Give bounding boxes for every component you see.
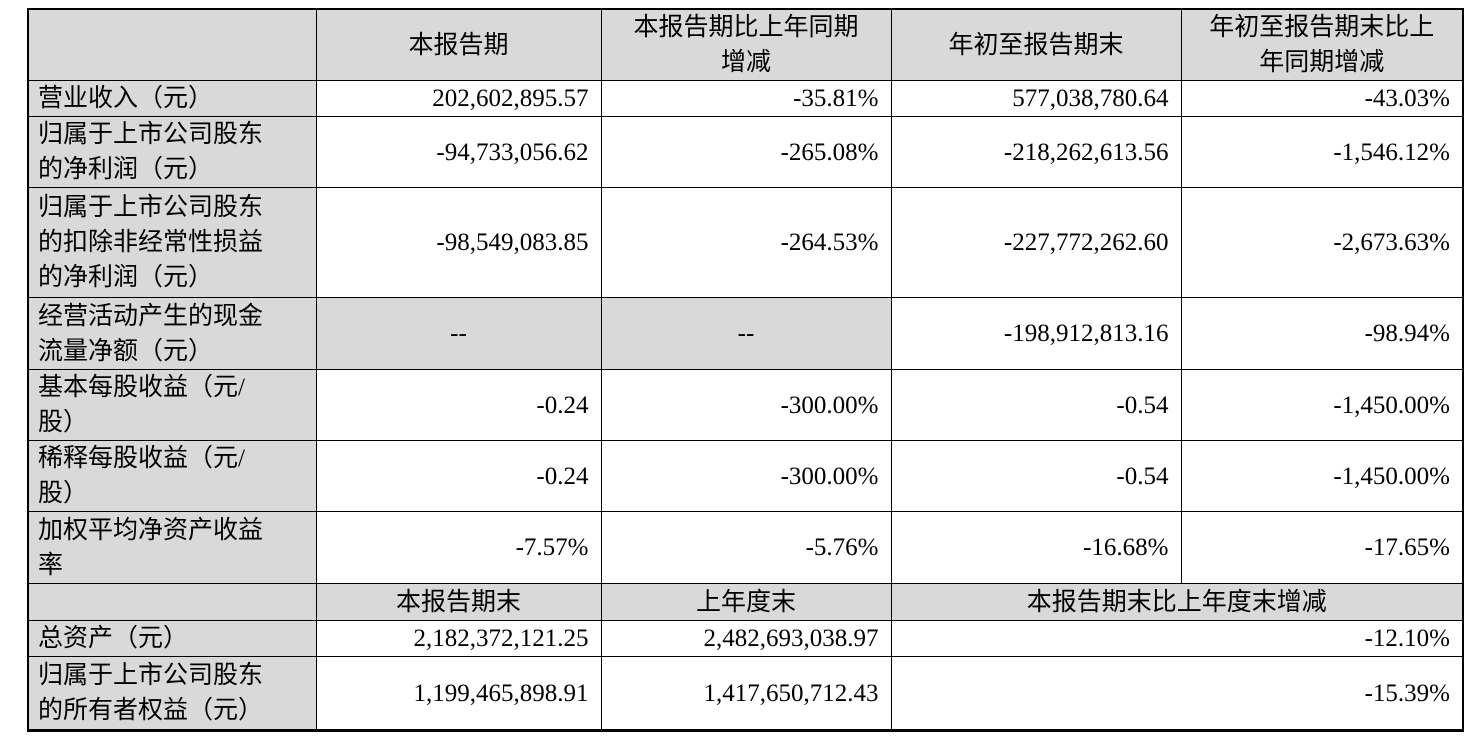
net-profit-ex-nonrecurring-current-value: -98,549,083.85 (315, 187, 602, 298)
equity-change: -15.39% (890, 656, 1464, 731)
diluted-eps-ytd-value: -0.54 (890, 440, 1182, 512)
diluted-eps-current-value: -0.24 (315, 440, 602, 512)
table-subheader-row: 本报告期末 上年度末 本报告期末比上年度末增减 (27, 583, 1464, 621)
total-assets-prior-value: 2,482,693,038.97 (600, 620, 892, 657)
table-row-equity: 归属于上市公司股东 的所有者权益（元） 1,199,465,898.91 1,4… (27, 656, 1464, 731)
weighted-avg-roe-ytd-value: -16.68% (890, 511, 1182, 584)
weighted-avg-roe-current-value: -7.57% (315, 511, 602, 584)
subheader-corner-cell (27, 583, 317, 621)
equity-prior-value: 1,417,650,712.43 (600, 656, 892, 731)
revenue-ytd-value: 577,038,780.64 (890, 80, 1182, 117)
revenue-yoy-change: -35.81% (600, 80, 892, 117)
table-row-weighted-avg-roe: 加权平均净资产收益 率 -7.57% -5.76% -16.68% -17.65… (27, 511, 1464, 584)
operating-cash-flow-yoy-change: -- (600, 297, 892, 370)
net-profit-current-value: -94,733,056.62 (315, 116, 602, 188)
equity-label: 归属于上市公司股东 的所有者权益（元） (27, 656, 317, 731)
table-row-revenue: 营业收入（元） 202,602,895.57 -35.81% 577,038,7… (27, 80, 1464, 117)
basic-eps-yoy-change: -300.00% (600, 369, 892, 441)
net-profit-yoy-change: -265.08% (600, 116, 892, 188)
table-row-total-assets: 总资产（元） 2,182,372,121.25 2,482,693,038.97… (27, 620, 1464, 657)
revenue-label: 营业收入（元） (27, 80, 317, 117)
weighted-avg-roe-label: 加权平均净资产收益 率 (27, 511, 317, 584)
total-assets-change: -12.10% (890, 620, 1464, 657)
table-row-operating-cash-flow: 经营活动产生的现金 流量净额（元） -- -- -198,912,813.16 … (27, 297, 1464, 370)
diluted-eps-label: 稀释每股收益（元/ 股） (27, 440, 317, 512)
subheader-period-end-vs-prior-change: 本报告期末比上年度末增减 (890, 583, 1464, 621)
operating-cash-flow-current-value: -- (315, 297, 602, 370)
net-profit-ex-nonrecurring-label: 归属于上市公司股东 的扣除非经常性损益 的净利润（元） (27, 187, 317, 298)
header-corner-cell (27, 8, 317, 81)
header-current-period: 本报告期 (315, 8, 602, 81)
subheader-period-end: 本报告期末 (315, 583, 602, 621)
net-profit-ytd-change: -1,546.12% (1180, 116, 1464, 188)
basic-eps-ytd-value: -0.54 (890, 369, 1182, 441)
net-profit-ytd-value: -218,262,613.56 (890, 116, 1182, 188)
table-header-row: 本报告期 本报告期比上年同期 增减 年初至报告期末 年初至报告期末比上 年同期增… (27, 8, 1464, 81)
header-current-period-yoy-change: 本报告期比上年同期 增减 (600, 8, 892, 81)
revenue-current-value: 202,602,895.57 (315, 80, 602, 117)
weighted-avg-roe-yoy-change: -5.76% (600, 511, 892, 584)
net-profit-ex-nonrecurring-yoy-change: -264.53% (600, 187, 892, 298)
total-assets-current-value: 2,182,372,121.25 (315, 620, 602, 657)
net-profit-label: 归属于上市公司股东 的净利润（元） (27, 116, 317, 188)
total-assets-label: 总资产（元） (27, 620, 317, 657)
net-profit-ex-nonrecurring-ytd-value: -227,772,262.60 (890, 187, 1182, 298)
basic-eps-label: 基本每股收益（元/ 股） (27, 369, 317, 441)
operating-cash-flow-ytd-change: -98.94% (1180, 297, 1464, 370)
subheader-prior-year-end: 上年度末 (600, 583, 892, 621)
basic-eps-ytd-change: -1,450.00% (1180, 369, 1464, 441)
header-year-to-date: 年初至报告期末 (890, 8, 1182, 81)
net-profit-ex-nonrecurring-ytd-change: -2,673.63% (1180, 187, 1464, 298)
financial-summary-table: 本报告期 本报告期比上年同期 增减 年初至报告期末 年初至报告期末比上 年同期增… (27, 8, 1464, 732)
revenue-ytd-change: -43.03% (1180, 80, 1464, 117)
weighted-avg-roe-ytd-change: -17.65% (1180, 511, 1464, 584)
equity-current-value: 1,199,465,898.91 (315, 656, 602, 731)
table-row-diluted-eps: 稀释每股收益（元/ 股） -0.24 -300.00% -0.54 -1,450… (27, 440, 1464, 512)
diluted-eps-yoy-change: -300.00% (600, 440, 892, 512)
table-row-net-profit-ex-nonrecurring: 归属于上市公司股东 的扣除非经常性损益 的净利润（元） -98,549,083.… (27, 187, 1464, 298)
table-row-basic-eps: 基本每股收益（元/ 股） -0.24 -300.00% -0.54 -1,450… (27, 369, 1464, 441)
basic-eps-current-value: -0.24 (315, 369, 602, 441)
operating-cash-flow-label: 经营活动产生的现金 流量净额（元） (27, 297, 317, 370)
table-row-net-profit: 归属于上市公司股东 的净利润（元） -94,733,056.62 -265.08… (27, 116, 1464, 188)
diluted-eps-ytd-change: -1,450.00% (1180, 440, 1464, 512)
header-year-to-date-yoy-change: 年初至报告期末比上 年同期增减 (1180, 8, 1464, 81)
operating-cash-flow-ytd-value: -198,912,813.16 (890, 297, 1182, 370)
